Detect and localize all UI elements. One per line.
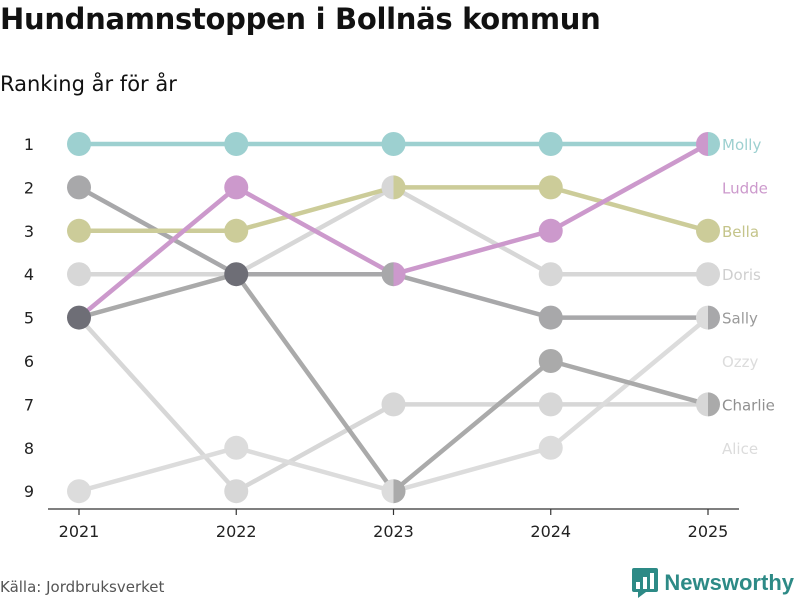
x-tick-label: 2025 <box>688 522 729 541</box>
newsworthy-icon <box>632 568 659 598</box>
source-note: Källa: Jordbruksverket <box>0 578 165 596</box>
y-tick-label: 3 <box>24 222 34 241</box>
point-doris <box>696 262 720 287</box>
y-tick-label: 9 <box>24 482 34 501</box>
y-tick-label: 5 <box>24 309 34 328</box>
point-alice <box>381 392 406 417</box>
point-ludde <box>696 132 708 156</box>
point-doris-charlie-sally <box>224 262 249 287</box>
y-tick-label: 6 <box>24 352 34 371</box>
point-ludde <box>538 218 563 243</box>
chart-title: Hundnamnstoppen i Bollnäs kommun <box>0 2 601 36</box>
point-molly <box>708 132 720 156</box>
series-label-charlie: Charlie <box>722 396 775 414</box>
series-label-alice: Alice <box>722 440 758 458</box>
series-label-sally: Sally <box>722 310 758 328</box>
point-charlie <box>393 479 406 504</box>
point-ozzy <box>224 435 249 460</box>
point-sally <box>538 305 563 330</box>
x-tick-label: 2024 <box>530 522 571 541</box>
series-label-molly: Molly <box>722 136 761 154</box>
point-ludde <box>224 175 249 200</box>
point-molly <box>67 132 91 156</box>
series-label-ludde: Ludde <box>722 179 768 197</box>
point-alice <box>224 479 249 504</box>
x-tick-label: 2023 <box>373 522 414 541</box>
point-sally <box>381 262 394 287</box>
point-doris <box>67 262 91 287</box>
series-label-bella: Bella <box>722 223 759 241</box>
point-bella <box>67 218 91 243</box>
point-ozzy <box>538 435 563 460</box>
point-ludde <box>393 262 406 287</box>
y-tick-label: 2 <box>24 178 34 197</box>
point-alice <box>538 392 563 417</box>
point-molly <box>381 132 406 156</box>
y-tick-label: 4 <box>24 265 34 284</box>
point-charlie <box>708 392 720 417</box>
point-alice <box>696 392 708 417</box>
newsworthy-logo: Newsworthy <box>632 568 794 598</box>
point-molly <box>538 132 563 156</box>
x-tick-label: 2021 <box>59 522 100 541</box>
chart-subtitle: Ranking år för år <box>0 72 177 96</box>
point-bella <box>538 175 563 200</box>
point-bella <box>393 175 406 200</box>
point-bella <box>224 218 249 243</box>
brand-name: Newsworthy <box>664 570 794 595</box>
series-label-doris: Doris <box>722 266 761 284</box>
point-bella <box>696 218 720 243</box>
x-tick-label: 2022 <box>216 522 257 541</box>
point-alice-charlie-ludde <box>67 305 91 330</box>
point-ozzy <box>67 479 91 504</box>
point-molly <box>224 132 249 156</box>
point-charlie <box>538 349 563 373</box>
point-ozzy <box>381 479 394 504</box>
point-ozzy <box>696 305 708 330</box>
y-tick-label: 8 <box>24 439 34 458</box>
point-doris <box>538 262 563 287</box>
point-doris <box>381 175 394 200</box>
series-label-ozzy: Ozzy <box>722 353 759 371</box>
point-sally <box>708 305 720 330</box>
series-line-charlie <box>76 271 711 494</box>
y-tick-label: 1 <box>24 135 34 154</box>
y-tick-label: 7 <box>24 395 34 414</box>
point-sally <box>67 175 91 200</box>
